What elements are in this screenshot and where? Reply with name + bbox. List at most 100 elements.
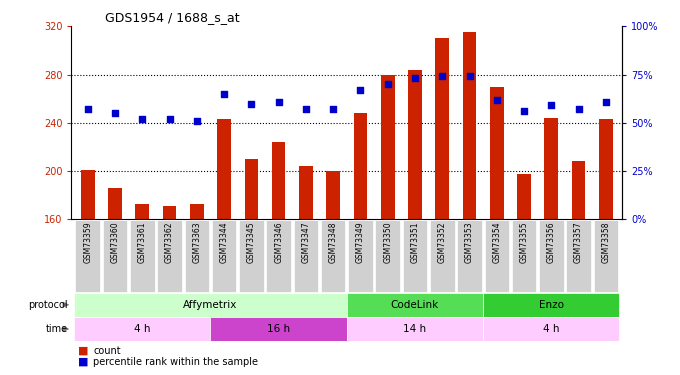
Text: GSM73351: GSM73351	[411, 222, 420, 263]
Bar	[272, 142, 286, 219]
Text: GSM73361: GSM73361	[138, 222, 147, 263]
Text: GSM73356: GSM73356	[547, 222, 556, 263]
Point	[437, 74, 447, 80]
Bar	[403, 220, 427, 292]
Text: percentile rank within the sample: percentile rank within the sample	[93, 357, 258, 367]
Bar	[211, 317, 347, 341]
Text: GSM73349: GSM73349	[356, 222, 365, 263]
Bar	[483, 317, 619, 341]
Bar	[375, 220, 400, 292]
Bar	[347, 292, 483, 317]
Bar	[599, 119, 613, 219]
Bar	[572, 161, 585, 219]
Bar	[157, 220, 182, 292]
Text: 4 h: 4 h	[543, 324, 560, 334]
Text: GSM73360: GSM73360	[111, 222, 120, 263]
Point	[546, 102, 557, 108]
Bar	[326, 171, 340, 219]
Bar	[74, 317, 211, 341]
Bar	[190, 204, 203, 219]
Bar	[354, 113, 367, 219]
Bar	[75, 220, 100, 292]
Text: GSM73347: GSM73347	[301, 222, 310, 263]
Text: GSM73355: GSM73355	[520, 222, 528, 263]
Bar	[517, 174, 531, 219]
Bar	[74, 292, 347, 317]
Bar	[490, 87, 504, 219]
Bar	[566, 220, 591, 292]
Point	[109, 110, 120, 116]
Text: ■: ■	[78, 357, 88, 367]
Bar	[163, 206, 176, 219]
Text: 4 h: 4 h	[134, 324, 150, 334]
Bar	[267, 220, 291, 292]
Bar	[81, 170, 95, 219]
Text: GSM73352: GSM73352	[438, 222, 447, 263]
Text: count: count	[93, 346, 121, 355]
Point	[273, 99, 284, 105]
Point	[382, 81, 393, 87]
Bar	[381, 75, 394, 219]
Text: GDS1954 / 1688_s_at: GDS1954 / 1688_s_at	[105, 11, 240, 24]
Bar	[184, 220, 209, 292]
Bar	[299, 166, 313, 219]
Text: GSM73353: GSM73353	[465, 222, 474, 263]
Bar	[348, 220, 373, 292]
Bar	[130, 220, 154, 292]
Text: time: time	[46, 324, 68, 334]
Bar	[512, 220, 537, 292]
Point	[573, 106, 584, 112]
Bar	[239, 220, 264, 292]
Point	[246, 100, 257, 106]
Bar	[484, 220, 509, 292]
Text: protocol: protocol	[29, 300, 68, 310]
Bar	[135, 204, 149, 219]
Point	[82, 106, 93, 112]
Text: Affymetrix: Affymetrix	[184, 300, 237, 310]
Text: GSM73345: GSM73345	[247, 222, 256, 263]
Bar	[539, 220, 564, 292]
Text: GSM73350: GSM73350	[384, 222, 392, 263]
Point	[492, 97, 503, 103]
Bar	[545, 118, 558, 219]
Point	[164, 116, 175, 122]
Point	[409, 75, 420, 81]
Point	[464, 74, 475, 80]
Text: GSM73359: GSM73359	[83, 222, 92, 263]
Text: GSM73358: GSM73358	[601, 222, 611, 263]
Text: GSM73363: GSM73363	[192, 222, 201, 263]
Bar	[408, 70, 422, 219]
Bar	[321, 220, 345, 292]
Bar	[103, 220, 127, 292]
Text: 16 h: 16 h	[267, 324, 290, 334]
Text: Enzo: Enzo	[539, 300, 564, 310]
Bar	[212, 220, 237, 292]
Bar	[594, 220, 618, 292]
Text: GSM73346: GSM73346	[274, 222, 283, 263]
Text: ■: ■	[78, 346, 88, 355]
Text: 14 h: 14 h	[403, 324, 426, 334]
Bar	[430, 220, 454, 292]
Point	[301, 106, 311, 112]
Bar	[462, 32, 476, 219]
Point	[519, 108, 530, 114]
Bar	[457, 220, 481, 292]
Text: CodeLink: CodeLink	[391, 300, 439, 310]
Text: GSM73348: GSM73348	[328, 222, 338, 263]
Bar	[108, 188, 122, 219]
Bar	[218, 119, 231, 219]
Bar	[347, 317, 483, 341]
Bar	[435, 38, 449, 219]
Text: GSM73344: GSM73344	[220, 222, 228, 263]
Bar	[294, 220, 318, 292]
Point	[355, 87, 366, 93]
Text: GSM73357: GSM73357	[574, 222, 583, 263]
Bar	[483, 292, 619, 317]
Point	[137, 116, 148, 122]
Text: GSM73354: GSM73354	[492, 222, 501, 263]
Point	[219, 91, 230, 97]
Text: GSM73362: GSM73362	[165, 222, 174, 263]
Point	[328, 106, 339, 112]
Point	[600, 99, 611, 105]
Bar	[245, 159, 258, 219]
